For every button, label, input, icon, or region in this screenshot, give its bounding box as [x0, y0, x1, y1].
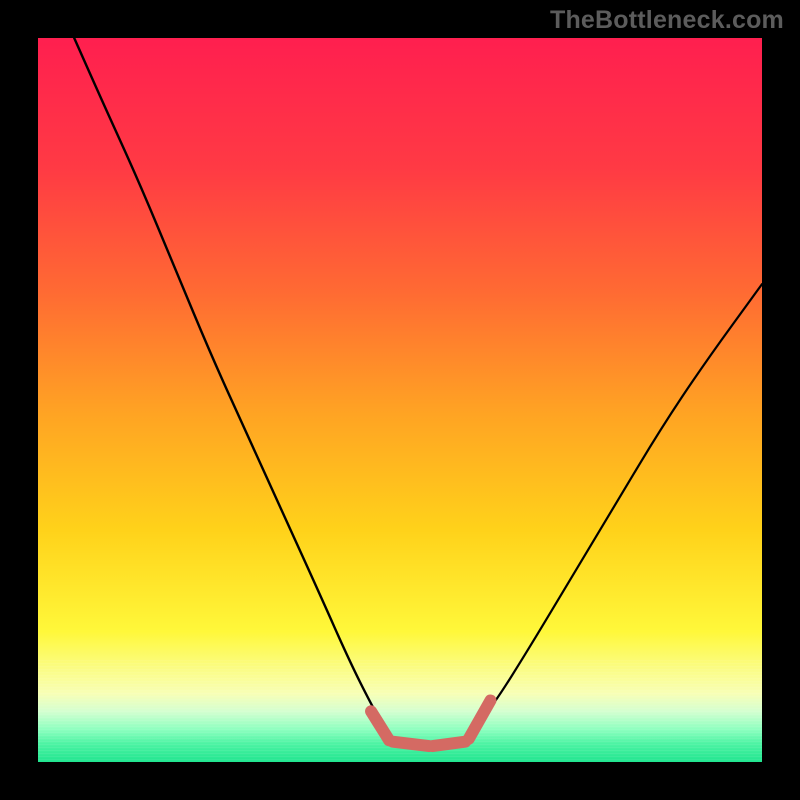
chart-frame: TheBottleneck.com — [0, 0, 800, 800]
bottleneck-curve-chart — [0, 0, 800, 800]
plot-background — [38, 38, 762, 762]
watermark-text: TheBottleneck.com — [550, 6, 784, 35]
